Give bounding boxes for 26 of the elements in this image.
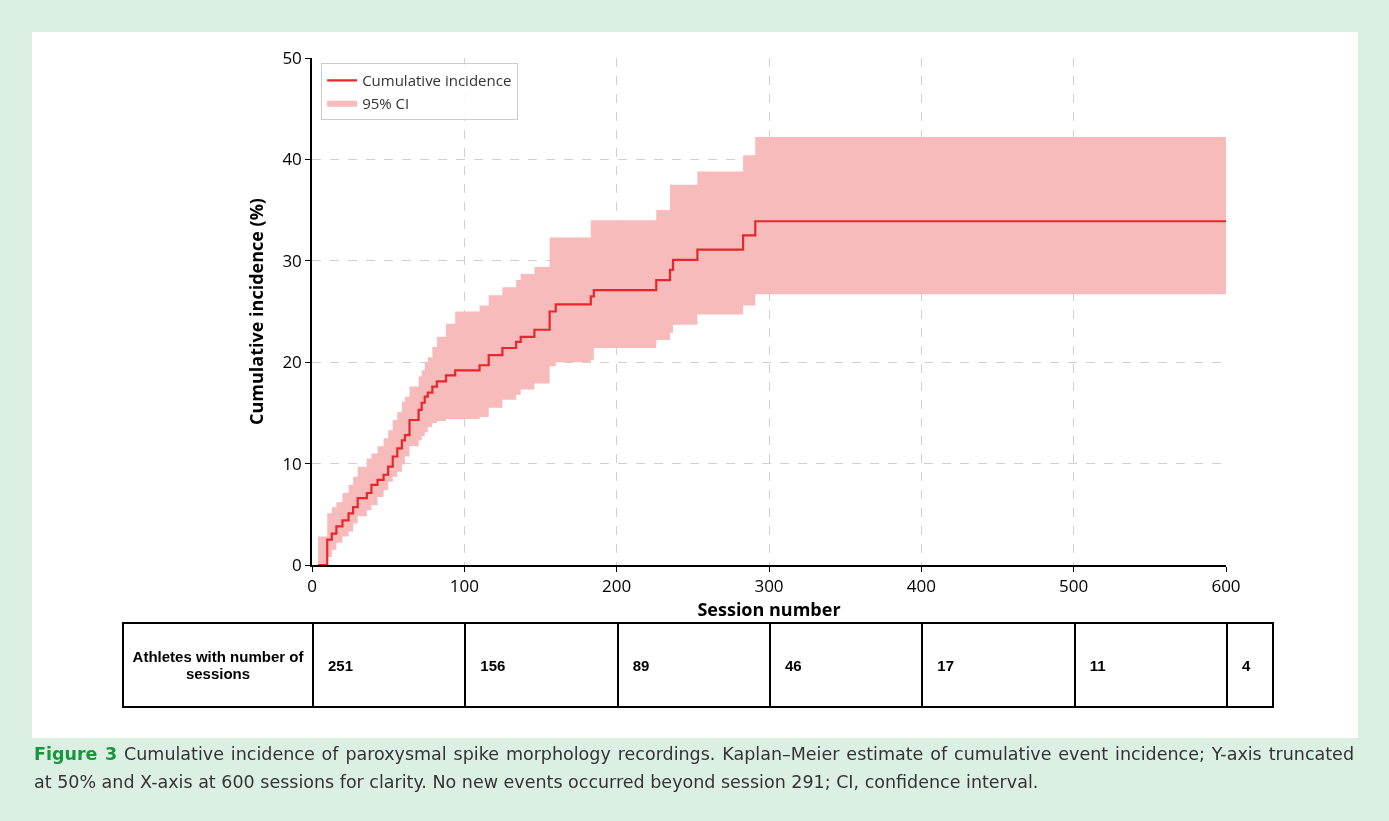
x-tick-label: 400: [906, 574, 936, 598]
x-axis-title: Session number: [697, 597, 841, 622]
y-tick-label: 40: [282, 147, 302, 171]
y-tick-label: 0: [292, 552, 302, 576]
text: Athletes with number of sessions: [123, 623, 313, 707]
y-tick-label: 20: [282, 350, 302, 374]
x-tick-label: 0: [307, 574, 317, 598]
text: 17: [922, 623, 1075, 707]
x-tick-label: 200: [602, 574, 632, 598]
x-tick-label: 500: [1059, 574, 1089, 598]
y-tick-label: 10: [282, 451, 302, 475]
text: 46: [769, 623, 923, 707]
text: 4: [1226, 623, 1273, 707]
text: 89: [617, 623, 770, 707]
y-tick-label: 50: [282, 45, 302, 69]
x-tick-label: 100: [449, 574, 479, 598]
caption: Figure 3: [34, 744, 118, 764]
y-tick-label: 30: [282, 248, 302, 272]
x-tick-label: 300: [754, 574, 784, 598]
y-axis-title: Cumulative incidence (%): [244, 198, 269, 425]
text: 251: [313, 623, 466, 707]
legend-label: Cumulative incidence: [362, 70, 512, 91]
text: 11: [1074, 623, 1227, 707]
x-tick-label: 600: [1211, 574, 1241, 598]
legend-label: 95% CI: [362, 92, 410, 113]
text: 156: [465, 623, 618, 707]
